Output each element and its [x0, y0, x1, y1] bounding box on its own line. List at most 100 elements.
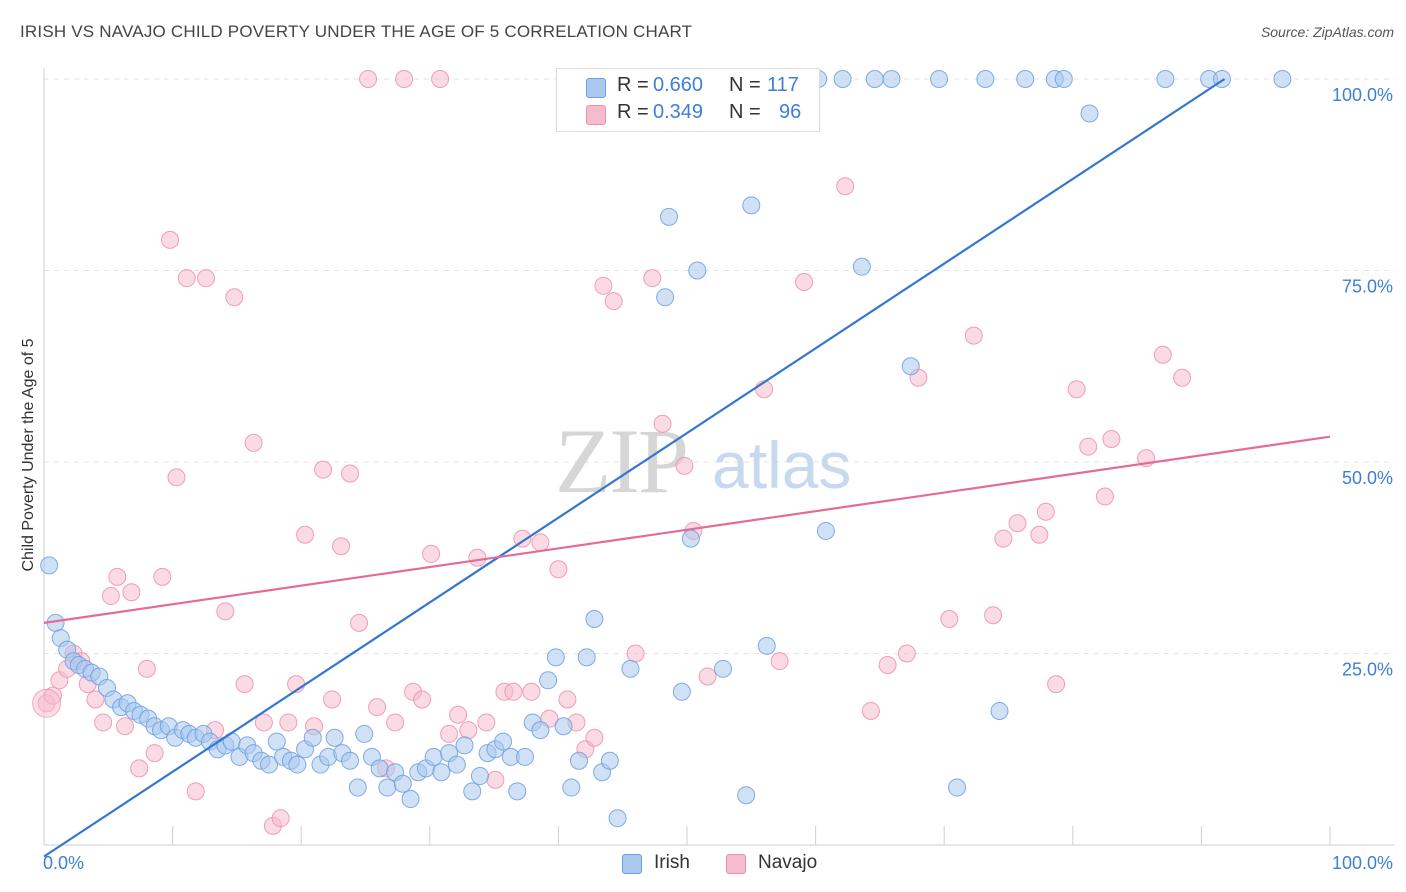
- irish-point: [546, 648, 565, 667]
- navajo-point: [698, 667, 717, 686]
- navajo-point: [878, 655, 897, 674]
- navajo-point: [186, 782, 205, 801]
- navajo-point: [216, 602, 235, 621]
- navajo-legend-label: Navajo: [758, 852, 818, 873]
- irish-swatch: [586, 78, 606, 98]
- navajo-point: [770, 652, 789, 671]
- irish-point: [1156, 70, 1175, 88]
- navajo-point: [116, 717, 135, 736]
- navajo-point: [440, 724, 459, 743]
- navajo-point: [1036, 502, 1055, 521]
- irish-point: [508, 782, 527, 801]
- navajo-point: [130, 759, 149, 778]
- navajo-point: [254, 713, 273, 732]
- navajo-legend-swatch: [726, 854, 746, 874]
- navajo-point: [235, 675, 254, 694]
- navajo-point: [32, 688, 62, 718]
- irish-n-label: N =: [729, 74, 761, 96]
- navajo-point: [513, 529, 532, 548]
- irish-point: [737, 786, 756, 805]
- irish-point: [470, 767, 489, 786]
- irish-point: [393, 774, 412, 793]
- y-tick-label: 50.0%: [1342, 468, 1393, 488]
- navajo-n-value: 96: [779, 101, 802, 123]
- watermark-atlas: atlas: [712, 428, 851, 502]
- navajo-point: [279, 713, 298, 732]
- navajo-point: [314, 460, 333, 479]
- navajo-point: [161, 230, 180, 249]
- irish-n-value: 117: [767, 74, 799, 96]
- navajo-point: [1095, 487, 1114, 506]
- trend-lines: [43, 78, 1331, 858]
- navajo-point: [1047, 675, 1066, 694]
- irish-point: [424, 747, 443, 766]
- irish-point: [432, 763, 451, 782]
- irish-point: [325, 728, 344, 747]
- irish-point: [930, 70, 949, 88]
- irish-point: [341, 751, 360, 770]
- navajo-point: [271, 809, 290, 828]
- navajo-point: [861, 701, 880, 720]
- chart-title: IRISH VS NAVAJO CHILD POVERTY UNDER THE …: [20, 22, 693, 41]
- navajo-point: [350, 613, 369, 632]
- irish-point: [585, 610, 604, 629]
- navajo-point: [323, 690, 342, 709]
- navajo-point: [984, 606, 1003, 625]
- y-tick-label: 75.0%: [1342, 277, 1393, 297]
- irish-point: [447, 755, 466, 774]
- irish-point: [494, 732, 513, 751]
- irish-point: [348, 778, 367, 797]
- navajo-point: [468, 548, 487, 567]
- tick-labels: 25.0% 50.0% 75.0% 100.0% 0.0% 100.0%: [43, 85, 1393, 873]
- irish-r-label: R =: [617, 74, 649, 96]
- irish-point: [901, 357, 920, 376]
- irish-point: [401, 790, 420, 809]
- stats-legend: R = 0.660 N = 117 R = 0.349 N = 96: [556, 68, 820, 132]
- navajo-point: [558, 690, 577, 709]
- navajo-point: [101, 587, 120, 606]
- navajo-point: [225, 288, 244, 307]
- navajo-point: [145, 744, 164, 763]
- irish-point: [539, 671, 558, 690]
- irish-point: [688, 261, 707, 280]
- irish-point: [260, 755, 279, 774]
- irish-point: [515, 747, 534, 766]
- navajo-point: [422, 544, 441, 563]
- irish-point: [757, 636, 776, 655]
- grid-lines: [44, 78, 1395, 654]
- irish-point: [833, 70, 852, 88]
- irish-legend-swatch: [622, 854, 642, 874]
- navajo-point: [531, 533, 550, 552]
- navajo-swatch: [586, 105, 606, 125]
- navajo-point: [675, 456, 694, 475]
- y-tick-label: 25.0%: [1342, 660, 1393, 680]
- irish-point: [355, 724, 374, 743]
- navajo-point: [504, 682, 523, 701]
- irish-point: [303, 728, 322, 747]
- navajo-point: [244, 433, 263, 452]
- irish-point: [672, 682, 691, 701]
- navajo-point: [585, 728, 604, 747]
- watermark: ZIP atlas: [555, 410, 851, 512]
- irish-point: [659, 207, 678, 226]
- navajo-point: [94, 713, 113, 732]
- irish-point: [742, 196, 761, 215]
- navajo-point: [604, 292, 623, 311]
- source-label: Source: ZipAtlas.com: [1260, 24, 1394, 40]
- irish-point: [370, 759, 389, 778]
- irish-point: [608, 809, 627, 828]
- navajo-point: [1153, 345, 1172, 364]
- navajo-point: [1102, 430, 1121, 449]
- navajo-point: [486, 770, 505, 789]
- irish-point: [455, 736, 474, 755]
- irish-point: [531, 721, 550, 740]
- navajo-point: [522, 682, 541, 701]
- irish-point: [569, 751, 588, 770]
- navajo-point: [1173, 368, 1192, 387]
- irish-point: [1016, 70, 1035, 88]
- axes: [43, 68, 1395, 846]
- irish-point: [976, 70, 995, 88]
- navajo-point: [477, 713, 496, 732]
- navajo-point: [108, 567, 127, 586]
- navajo-point: [940, 610, 959, 629]
